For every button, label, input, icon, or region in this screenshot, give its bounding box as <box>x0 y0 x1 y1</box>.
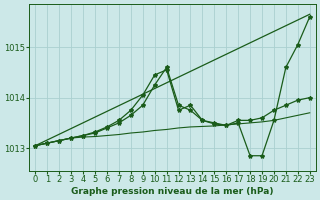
X-axis label: Graphe pression niveau de la mer (hPa): Graphe pression niveau de la mer (hPa) <box>71 187 274 196</box>
